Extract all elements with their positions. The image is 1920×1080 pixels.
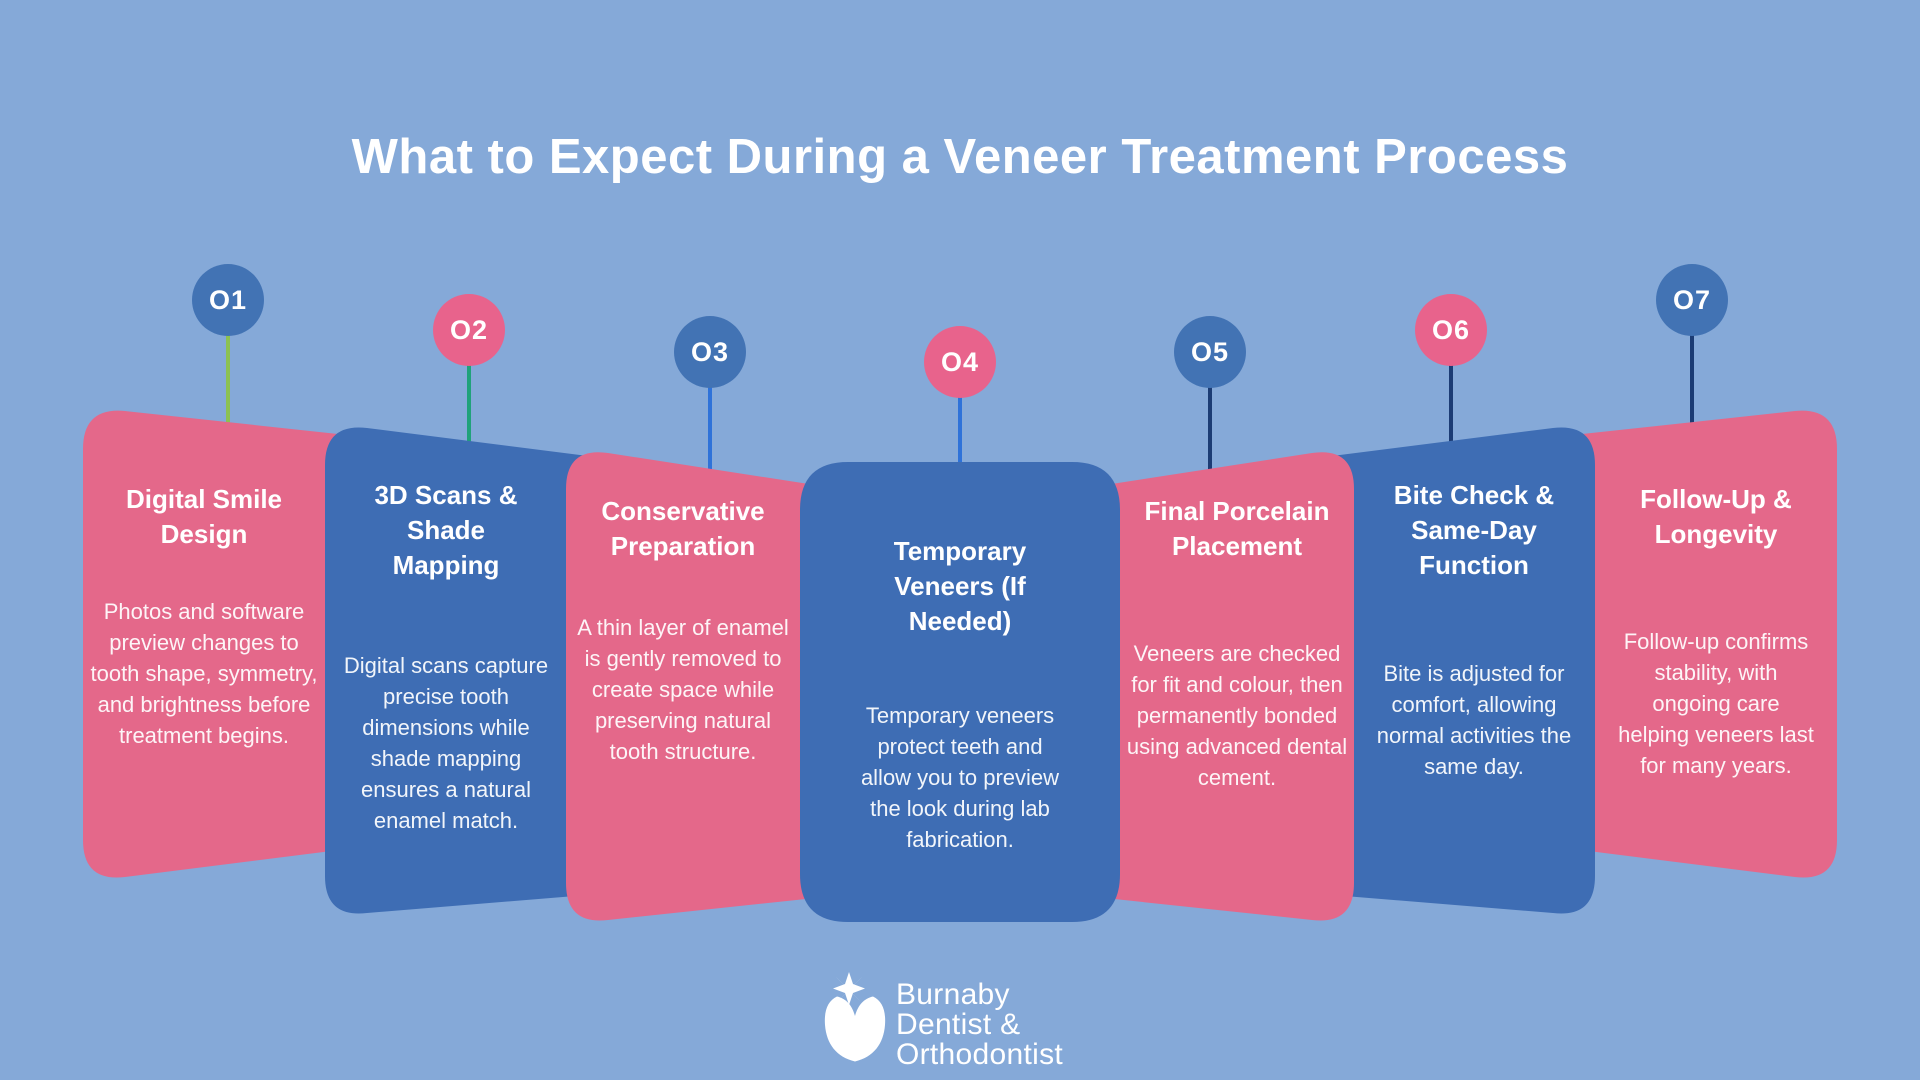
step-number: O2 — [449, 314, 489, 345]
connector-line — [467, 330, 471, 458]
step-card-4: Temporary Veneers (If Needed) Temporary … — [840, 534, 1080, 852]
step-circle-7: O7 — [1656, 264, 1728, 336]
step-number: O3 — [690, 336, 730, 367]
step-title: Digital Smile Design — [125, 484, 283, 549]
step-card-6: Bite Check & Same-Day Function Bite is a… — [1354, 478, 1594, 779]
step-circle-6: O6 — [1415, 294, 1487, 366]
step-title: Conservative Preparation — [601, 496, 765, 561]
step-circle-1: O1 — [192, 264, 264, 336]
tooth-sparkle-icon — [824, 972, 886, 1062]
step-title: Temporary Veneers (If Needed) — [893, 536, 1027, 636]
sparkle-icon — [833, 972, 865, 1005]
connector-line — [958, 362, 962, 480]
step-circle-4: O4 — [924, 326, 996, 398]
step-description: A thin layer of enamel is gently removed… — [577, 615, 789, 764]
step-description: Bite is adjusted for comfort, allowing n… — [1376, 661, 1572, 779]
connector-line — [1449, 330, 1453, 458]
connector-line — [226, 300, 230, 440]
logo-line-1: Burnaby — [896, 978, 1010, 1011]
step-title: Follow-Up & Longevity — [1640, 484, 1792, 549]
step-circle-2: O2 — [433, 294, 505, 366]
step-description: Follow-up confirms stability, with ongoi… — [1618, 629, 1814, 778]
step-number: O7 — [1672, 284, 1712, 315]
logo-text: Burnaby Dentist & Orthodontist — [896, 980, 1063, 1070]
step-description: Veneers are checked for fit and colour, … — [1126, 641, 1348, 790]
step-title: Bite Check & Same-Day Function — [1393, 480, 1555, 580]
step-title: 3D Scans & Shade Mapping — [374, 480, 518, 580]
clinic-logo: Burnaby Dentist & Orthodontist — [822, 972, 1063, 1070]
connector-line — [1208, 352, 1212, 486]
step-number: O1 — [208, 284, 248, 315]
step-card-2: 3D Scans & Shade Mapping Digital scans c… — [326, 478, 566, 833]
card-shape-4 — [800, 462, 1120, 922]
step-card-7: Follow-Up & Longevity Follow-up confirms… — [1596, 482, 1836, 778]
step-description: Photos and software preview changes to t… — [90, 599, 318, 748]
step-description: Temporary veneers protect teeth and allo… — [860, 703, 1060, 852]
step-circle-3: O3 — [674, 316, 746, 388]
step-card-1: Digital Smile Design Photos and software… — [84, 482, 324, 748]
logo-line-2: Dentist & — [896, 1008, 1021, 1041]
logo-line-3: Orthodontist — [896, 1038, 1064, 1071]
step-title: Final Porcelain Placement — [1144, 496, 1330, 561]
step-card-5: Final Porcelain Placement Veneers are ch… — [1117, 494, 1357, 790]
page-title: What to Expect During a Veneer Treatment… — [351, 129, 1569, 184]
step-number: O5 — [1190, 336, 1230, 367]
tooth-shape — [824, 996, 886, 1062]
step-card-3: Conservative Preparation A thin layer of… — [563, 494, 803, 764]
step-circle-5: O5 — [1174, 316, 1246, 388]
step-number: O4 — [940, 346, 980, 377]
connector-line — [708, 352, 712, 486]
step-number: O6 — [1431, 314, 1471, 345]
connector-line — [1690, 300, 1694, 440]
step-description: Digital scans capture precise tooth dime… — [343, 653, 549, 833]
